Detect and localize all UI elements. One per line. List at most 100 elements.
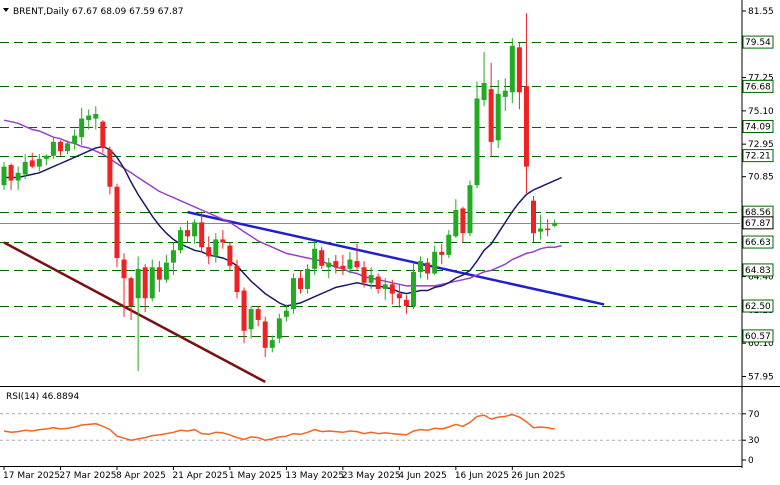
candle [86, 109, 92, 130]
candle-body [283, 310, 289, 317]
candle [283, 304, 289, 322]
candle [474, 81, 480, 189]
candle-body [410, 271, 416, 307]
price-tick-label: 75.10 [748, 107, 774, 117]
level-tag-box [742, 79, 774, 93]
candle [425, 258, 431, 280]
price-tick-label: 81.55 [748, 7, 774, 17]
candle-body [213, 239, 219, 257]
candle-body [170, 250, 176, 263]
trendline-1 [3, 241, 266, 384]
level-tag-label: 76.68 [745, 82, 771, 92]
candle [446, 230, 452, 258]
candle-body [403, 299, 409, 307]
candle [213, 233, 219, 263]
candle [298, 270, 304, 294]
ma-short-line [4, 145, 563, 307]
candle [114, 183, 120, 268]
candle-body [79, 118, 85, 138]
candle [389, 279, 395, 305]
candle-body [340, 265, 346, 269]
candle-body [86, 115, 92, 121]
candle-body [234, 265, 240, 293]
candle [453, 199, 459, 238]
candle-body [298, 278, 304, 289]
candle-body [149, 267, 155, 299]
candle-body [276, 318, 282, 339]
candle [439, 244, 445, 265]
price-tick-label: 72.95 [748, 140, 774, 150]
candle-body [156, 267, 162, 280]
rsi-line [3, 413, 555, 441]
price-panel [0, 13, 740, 384]
candle-body [220, 239, 226, 243]
candle [57, 140, 63, 156]
price-tick-label: 64.40 [748, 273, 774, 283]
candle [516, 42, 522, 110]
candle-body [241, 290, 247, 331]
candle [396, 284, 402, 308]
level-tag-box [742, 263, 774, 277]
candle [333, 254, 339, 274]
candle [227, 242, 233, 271]
candle-body [467, 185, 473, 234]
candle [410, 262, 416, 310]
candle-body [192, 222, 198, 237]
candle-body [114, 186, 120, 258]
candle-body [36, 158, 42, 167]
candle [135, 256, 141, 372]
candle [276, 313, 282, 344]
candle-body [121, 259, 127, 279]
candle [220, 230, 226, 249]
candle [36, 154, 42, 172]
collapse-triangle-icon[interactable] [3, 8, 9, 12]
candle-body [269, 340, 275, 348]
candle [255, 306, 261, 327]
time-tick-label: 17 Mar 2025 [3, 471, 60, 481]
candle-body [418, 261, 424, 272]
candle [128, 276, 134, 320]
time-tick-label: 4 Jun 2025 [398, 471, 446, 481]
candle [531, 196, 536, 243]
level-tag-label: 68.56 [745, 208, 771, 218]
candle-body [446, 234, 452, 255]
time-tick-label: 27 Mar 2025 [59, 471, 116, 481]
level-tag-box [742, 329, 774, 343]
candle [481, 52, 487, 107]
candle [340, 254, 346, 276]
candle-body [72, 135, 78, 144]
candle-body [354, 261, 360, 268]
price-tick-label: 77.25 [748, 74, 774, 84]
candle [312, 240, 318, 276]
candle-body [135, 268, 141, 299]
candle [149, 259, 155, 302]
candle-body [290, 278, 296, 310]
level-tags: 79.54 76.68 74.09 72.21 68.56 66.63 64.83 62.50… [742, 35, 774, 343]
level-tag-label: 79.54 [745, 38, 771, 48]
candlesticks [1, 13, 558, 372]
level-tag-box [742, 35, 774, 49]
level-tag-box [742, 299, 774, 313]
trendline-0 [187, 210, 605, 306]
candle-body [382, 284, 388, 289]
candle [488, 62, 494, 156]
current-price-tag-label: 67.87 [745, 219, 771, 229]
candle-body [142, 267, 148, 299]
candle [22, 154, 28, 180]
candle [545, 219, 551, 237]
candle-body [178, 230, 183, 251]
level-tag-label: 60.57 [745, 332, 771, 342]
candle [192, 219, 198, 245]
candle [290, 273, 296, 314]
candle [319, 247, 325, 269]
rsi-panel [0, 413, 742, 441]
candle [50, 137, 56, 159]
time-tick-label: 26 Jun 2025 [511, 471, 565, 481]
candle [354, 244, 360, 271]
candle [509, 38, 515, 104]
candle-body [523, 86, 529, 167]
candle [43, 154, 49, 166]
candle-body [43, 155, 49, 159]
candle [107, 146, 113, 195]
